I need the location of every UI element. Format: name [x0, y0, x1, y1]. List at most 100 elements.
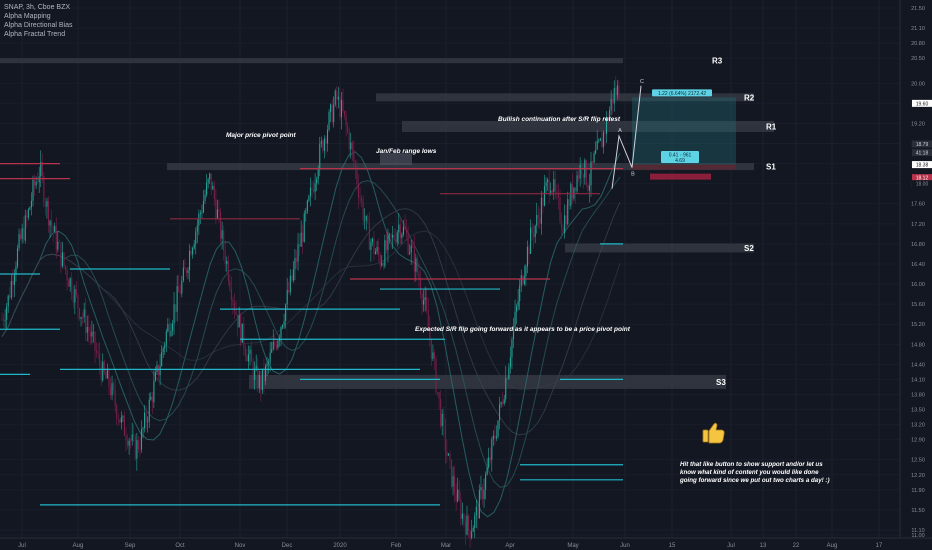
- stop-box: [650, 173, 711, 180]
- candle-body: [94, 332, 96, 351]
- candle-body: [444, 426, 446, 452]
- indicator-name: Alpha Mapping: [4, 13, 51, 20]
- y-tick-label: 20.80: [911, 41, 925, 47]
- candle-body: [331, 104, 333, 123]
- candle-body: [388, 233, 391, 235]
- candle-body: [353, 150, 355, 163]
- candle-body: [86, 327, 88, 333]
- candle-body: [497, 420, 499, 437]
- price-tag-box: [912, 140, 932, 148]
- x-tick-label: Jul: [18, 543, 26, 549]
- x-tick-label: Mar: [441, 543, 451, 549]
- candle-body: [295, 258, 298, 262]
- candle-body: [58, 241, 60, 243]
- x-tick-label: Nov: [235, 543, 246, 549]
- candle-body: [511, 339, 513, 358]
- candle-body: [63, 252, 65, 266]
- candle-body: [505, 377, 507, 400]
- candle-body: [593, 153, 595, 163]
- level-label: R3: [712, 57, 723, 66]
- candle-body: [10, 280, 12, 298]
- candle-body: [105, 372, 107, 379]
- candle-body: [252, 361, 254, 381]
- candle-body: [216, 209, 218, 219]
- candle-body: [430, 338, 432, 359]
- candle-body: [13, 274, 15, 286]
- x-tick-label: Apr: [505, 543, 514, 549]
- candle-body: [297, 244, 299, 262]
- candle-body: [550, 190, 552, 195]
- candle-body: [212, 185, 214, 190]
- x-tick-label: 15: [669, 543, 676, 549]
- annotation-cta: Hit that like button to show support and…: [680, 461, 823, 468]
- candle-body: [65, 265, 67, 271]
- candle-body: [71, 278, 73, 296]
- candle-body: [178, 286, 180, 292]
- candle-body: [241, 323, 243, 343]
- candle-body: [322, 141, 324, 151]
- price-tag: 18.00: [916, 182, 929, 188]
- candle-body: [221, 230, 223, 239]
- candle-body: [401, 234, 403, 238]
- candle-body: [184, 267, 186, 270]
- candle-body: [432, 352, 434, 359]
- candle-body: [313, 189, 315, 192]
- candle-body: [480, 487, 482, 491]
- candle-body: [522, 275, 524, 285]
- position-line1: 0.41 ◦ 961: [669, 153, 692, 159]
- candle-body: [370, 242, 372, 250]
- y-tick-label: 11.50: [911, 508, 924, 514]
- candle-body: [77, 294, 79, 309]
- position-box: [661, 151, 699, 164]
- candle-body: [61, 252, 63, 267]
- candle-body: [88, 327, 90, 332]
- sr-zone: [167, 163, 754, 171]
- candle-body: [218, 209, 220, 212]
- candle-body: [182, 267, 184, 281]
- candle-body: [100, 365, 102, 381]
- candle-body: [300, 232, 302, 247]
- annotation-range-lows: Jan/Feb range lows: [376, 148, 437, 155]
- candle-body: [133, 434, 135, 437]
- candle-body: [103, 361, 105, 373]
- candle-body: [69, 278, 71, 287]
- y-tick-label: 17.60: [911, 202, 925, 208]
- y-tick-label: 14.40: [911, 362, 925, 368]
- candle-body: [277, 340, 279, 348]
- candle-body: [481, 487, 484, 499]
- candle-body: [299, 244, 301, 247]
- candle-body: [271, 349, 273, 353]
- candle-body: [261, 368, 263, 390]
- level-label: R1: [766, 122, 777, 131]
- candle-body: [581, 164, 583, 175]
- candle-body: [286, 289, 288, 305]
- candle-body: [381, 262, 383, 266]
- y-tick-label: 20.00: [911, 81, 925, 87]
- moving-average: [1, 230, 621, 390]
- candle-body: [379, 255, 381, 266]
- candle-body: [503, 399, 505, 404]
- candle-body: [85, 309, 87, 333]
- x-tick-label: Jun: [620, 543, 630, 549]
- candle-body: [469, 530, 471, 538]
- candle-body: [291, 275, 293, 281]
- candle-body: [233, 302, 236, 312]
- wave-path: [611, 85, 642, 189]
- candle-body: [519, 285, 521, 301]
- candle-body: [385, 240, 387, 250]
- y-tick-label: 13.50: [911, 408, 925, 414]
- candle-body: [485, 474, 487, 490]
- candle-body: [246, 355, 248, 362]
- candle-body: [294, 258, 296, 270]
- candle-body: [268, 362, 270, 364]
- candle-body: [534, 225, 536, 237]
- candle-body: [237, 314, 239, 328]
- candle-body: [142, 428, 144, 430]
- candle-body: [398, 224, 400, 233]
- candle-body: [455, 492, 457, 502]
- candle-body: [376, 247, 378, 252]
- candle-body: [255, 365, 257, 369]
- candle-body: [407, 233, 409, 254]
- candle-body: [292, 269, 294, 281]
